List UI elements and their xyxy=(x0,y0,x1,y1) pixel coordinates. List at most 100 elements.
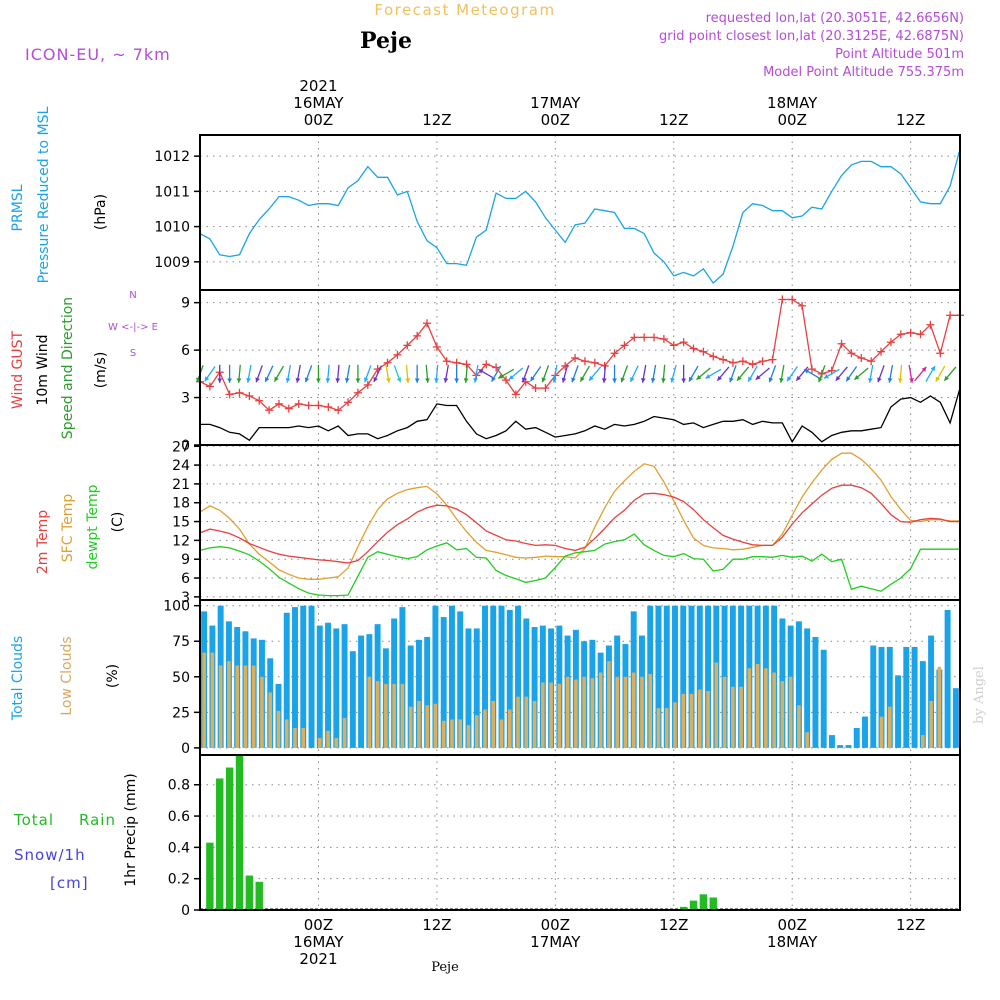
total-cloud-bar xyxy=(903,646,910,748)
wind-arrow-head xyxy=(274,376,279,382)
total-cloud-bar xyxy=(655,605,662,748)
total-cloud-bar xyxy=(473,628,480,748)
total-cloud-bar xyxy=(812,636,819,748)
low-cloud-bar xyxy=(582,676,586,748)
total-cloud-bar xyxy=(828,735,835,748)
compass-we: W <-|-> E xyxy=(108,322,158,333)
low-cloud-bar xyxy=(805,732,809,748)
y-tick-label: 0.8 xyxy=(168,778,190,794)
snow-unit: [cm] xyxy=(50,874,89,892)
wind-arrow-head xyxy=(601,378,607,383)
total-cloud-bar xyxy=(729,605,736,748)
total-cloud-bar xyxy=(391,618,398,748)
low-cloud-bar xyxy=(780,681,785,748)
rain-bar xyxy=(255,881,263,910)
wind-arrow-head xyxy=(246,377,251,383)
y-tick-label: 0.6 xyxy=(168,809,190,825)
wind-arrow-head xyxy=(227,378,233,383)
low-cloud-bar xyxy=(747,668,752,748)
total-cloud-bar xyxy=(721,605,728,748)
temp-unit: (C) xyxy=(110,512,126,533)
bottom-time-label: 12Z xyxy=(896,916,925,934)
low-cloud-bar xyxy=(499,719,504,748)
low-cloud-bar xyxy=(648,673,653,748)
wind-arrow-head xyxy=(661,378,666,383)
y-tick-label: 27 xyxy=(172,439,190,455)
y-tick-label: 6 xyxy=(181,571,190,587)
wind-arrow-head xyxy=(779,377,784,383)
direction-label: Speed and Direction xyxy=(60,297,76,439)
sfc-temp-label: SFC Temp xyxy=(60,494,76,563)
wind-arrow-head xyxy=(217,378,223,383)
wind-arrow-head xyxy=(463,378,469,383)
low-cloud-bar xyxy=(664,708,669,748)
top-time-label: 16MAY xyxy=(293,94,344,112)
chart-title: Forecast Meteogram xyxy=(374,1,555,19)
wind-arrow-head xyxy=(530,376,535,382)
low-cloud-bar xyxy=(689,693,694,748)
wind-arrow-head xyxy=(236,378,242,383)
pressure-panel: PRMSL Pressure Reduced to MSL (hPa) 1009… xyxy=(10,106,961,291)
wind-unit: (m/s) xyxy=(93,352,109,389)
y-tick-label: 0 xyxy=(181,903,190,919)
snow-label: Snow/1h xyxy=(14,846,86,864)
low-cloud-bar xyxy=(549,682,553,748)
low-cloud-bar xyxy=(202,652,206,748)
y-tick-label: 0 xyxy=(181,438,190,454)
total-cloud-bar xyxy=(919,661,926,748)
pressure-line xyxy=(199,148,961,284)
clouds-unit: (%) xyxy=(105,664,121,688)
low-cloud-bar xyxy=(433,703,438,748)
pressure-label-msl: Pressure Reduced to MSL xyxy=(36,106,52,283)
pressure-frame xyxy=(199,134,961,291)
total-cloud-bar xyxy=(531,627,538,748)
total-cloud-bar xyxy=(820,649,827,748)
y-tick-label: 50 xyxy=(172,670,190,686)
top-time-label: 2021 xyxy=(299,77,337,95)
wind-arrow-head xyxy=(552,377,557,383)
top-time-label: 12Z xyxy=(659,111,688,129)
y-tick-label: 24 xyxy=(172,458,190,474)
low-cloud-bar xyxy=(474,715,479,748)
bottom-time-label: 00Z xyxy=(541,916,570,934)
total-cloud-bar xyxy=(928,635,935,748)
wind-arrow-head xyxy=(737,375,742,381)
low-cloud-bar xyxy=(408,706,413,748)
wind-panel: Wind GUST 10m Wind Speed and Direction (… xyxy=(10,289,964,454)
y-tick-label: 25 xyxy=(172,705,190,721)
wind-arrow-head xyxy=(935,376,941,382)
total-cloud-bar xyxy=(853,727,860,748)
low-cloud-bar xyxy=(301,727,306,748)
total-cloud-bar xyxy=(283,612,290,748)
y-tick-label: 21 xyxy=(172,477,190,493)
low-cloud-bar xyxy=(367,676,372,748)
wind-arrow-head xyxy=(325,378,331,383)
top-time-label: 12Z xyxy=(422,111,451,129)
total-cloud-bar xyxy=(696,605,703,748)
precip-panel: Total Rain Snow/1h [cm] 1hr Precip (mm) … xyxy=(13,754,961,919)
wind-arrow-head xyxy=(817,377,823,383)
low-cloud-bar xyxy=(706,691,710,748)
wind10m-line xyxy=(200,387,961,444)
total-cloud-bar xyxy=(515,605,522,748)
low-cloud-bar xyxy=(722,676,727,748)
y-tick-label: 3 xyxy=(181,391,190,407)
top-time-label: 00Z xyxy=(541,111,570,129)
low-cloud-bar xyxy=(607,661,611,748)
low-cloud-bar xyxy=(458,719,463,748)
model-altitude: Model Point Altitude 755.375m xyxy=(763,65,964,80)
wind-arrow-head xyxy=(717,375,722,381)
total-clouds-label: Total Clouds xyxy=(10,636,26,721)
precip-axis-label: 1hr Precip (mm) xyxy=(123,773,139,886)
low-cloud-bar xyxy=(755,663,760,748)
credit: by Angel xyxy=(972,666,987,724)
gridpoint-coords: grid point closest lon,lat (20.3125E, 42… xyxy=(659,29,964,44)
total-cloud-bar xyxy=(663,605,670,748)
y-tick-label: 15 xyxy=(172,515,190,531)
wind-arrow-head xyxy=(696,374,702,380)
low-cloud-bar xyxy=(450,719,454,748)
temperature-frame xyxy=(199,444,961,601)
low-cloud-bar xyxy=(615,676,619,748)
